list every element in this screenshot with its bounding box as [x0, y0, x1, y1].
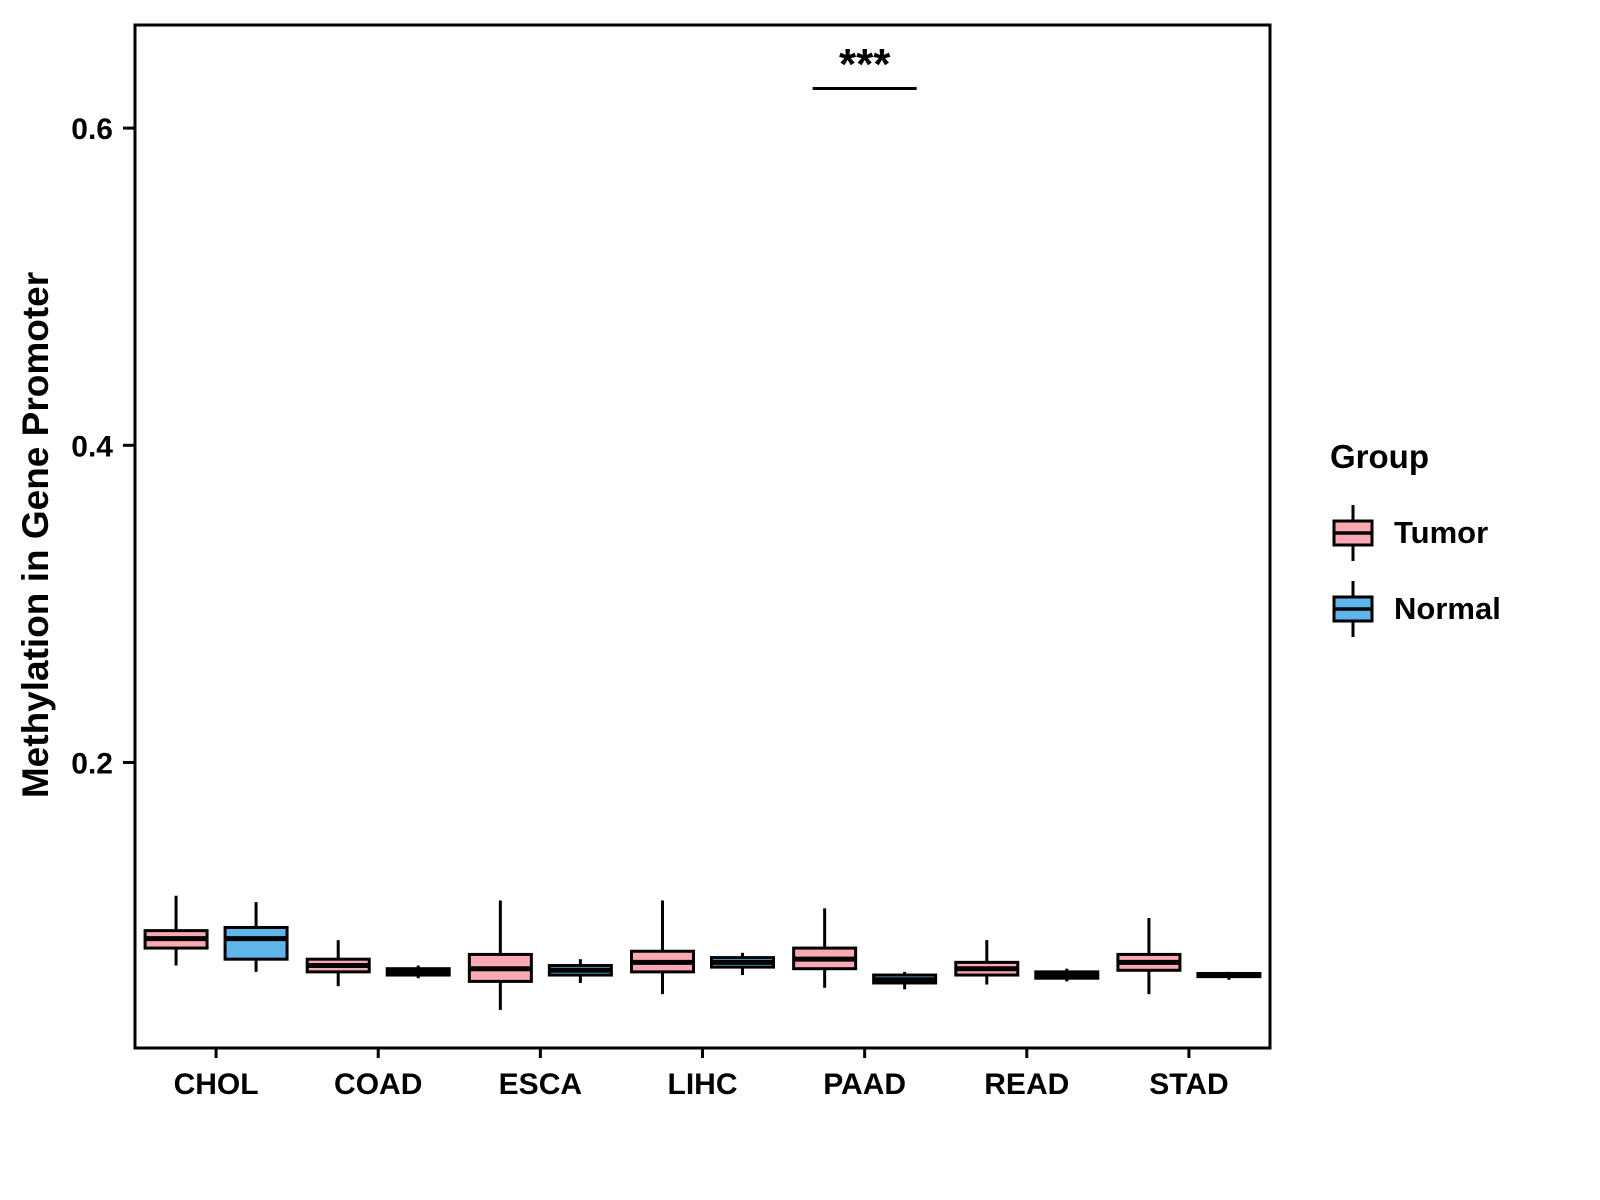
tumor-boxplot-key-icon	[1332, 505, 1374, 561]
y-tick-label: 0.2	[71, 748, 113, 781]
normal-boxplot-key-icon	[1332, 581, 1374, 637]
box-lihc-tumor	[630, 900, 695, 995]
legend-title: Group	[1330, 438, 1429, 475]
box-coad-tumor	[305, 940, 371, 987]
y-tick-label: 0.4	[71, 430, 113, 463]
legend-label-tumor: Tumor	[1394, 515, 1489, 550]
box-coad-normal	[385, 965, 451, 979]
y-tick-label: 0.6	[71, 113, 113, 146]
legend-label-normal: Normal	[1394, 591, 1501, 626]
x-tick-label-read: READ	[984, 1068, 1069, 1101]
x-tick-label-chol: CHOL	[174, 1068, 259, 1101]
x-tick-label-esca: ESCA	[499, 1068, 582, 1101]
x-tick-label-lihc: LIHC	[668, 1068, 738, 1101]
box-lihc-normal	[710, 952, 775, 976]
box-stad-tumor	[1116, 917, 1182, 995]
box-esca-normal	[547, 959, 613, 983]
significance-stars: ***	[839, 40, 891, 89]
legend-item-tumor: Tumor	[1330, 502, 1501, 564]
x-tick-label-coad: COAD	[334, 1068, 422, 1101]
box-read-normal	[1034, 968, 1100, 982]
x-tick-label-stad: STAD	[1149, 1068, 1228, 1101]
box-chol-normal	[223, 902, 289, 972]
box-chol-tumor	[143, 895, 209, 966]
box-esca-tumor	[467, 900, 533, 1010]
box-paad-normal	[872, 971, 938, 990]
box-read-tumor	[954, 940, 1020, 985]
x-tick-label-paad: PAAD	[823, 1068, 906, 1101]
box-stad-normal	[1196, 971, 1262, 980]
box-paad-tumor	[792, 908, 858, 988]
legend-item-normal: Normal	[1330, 578, 1501, 640]
panel-border	[133, 23, 1272, 1050]
legend: Group Tumor Normal	[1330, 438, 1501, 654]
